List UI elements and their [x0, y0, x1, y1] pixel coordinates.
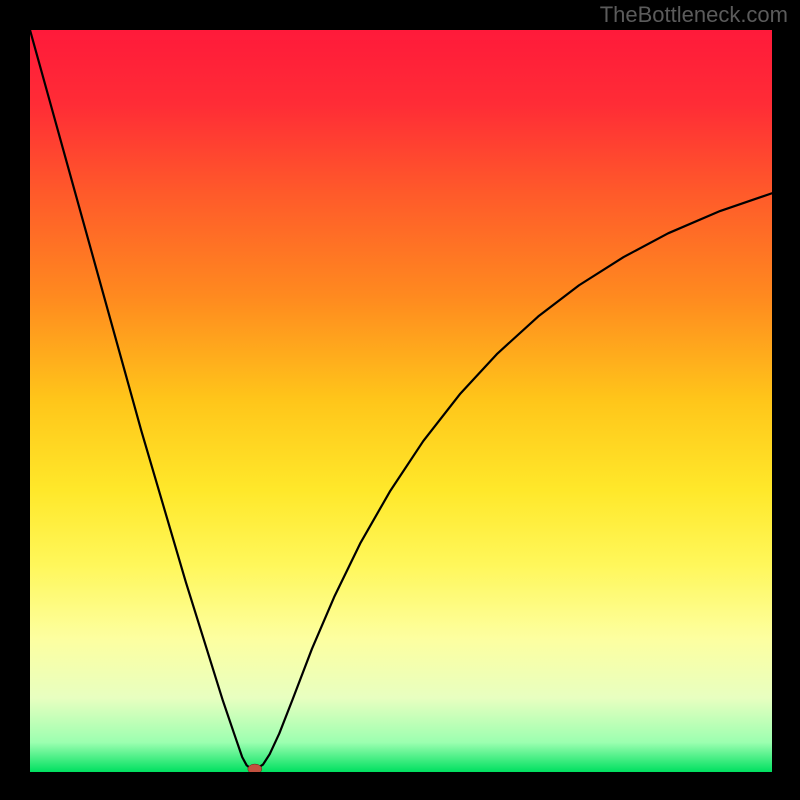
watermark-text: TheBottleneck.com	[600, 2, 788, 28]
chart-frame: TheBottleneck.com	[0, 0, 800, 800]
plot-area	[30, 30, 772, 772]
optimum-marker	[248, 764, 262, 772]
plot-svg	[30, 30, 772, 772]
gradient-background	[30, 30, 772, 772]
